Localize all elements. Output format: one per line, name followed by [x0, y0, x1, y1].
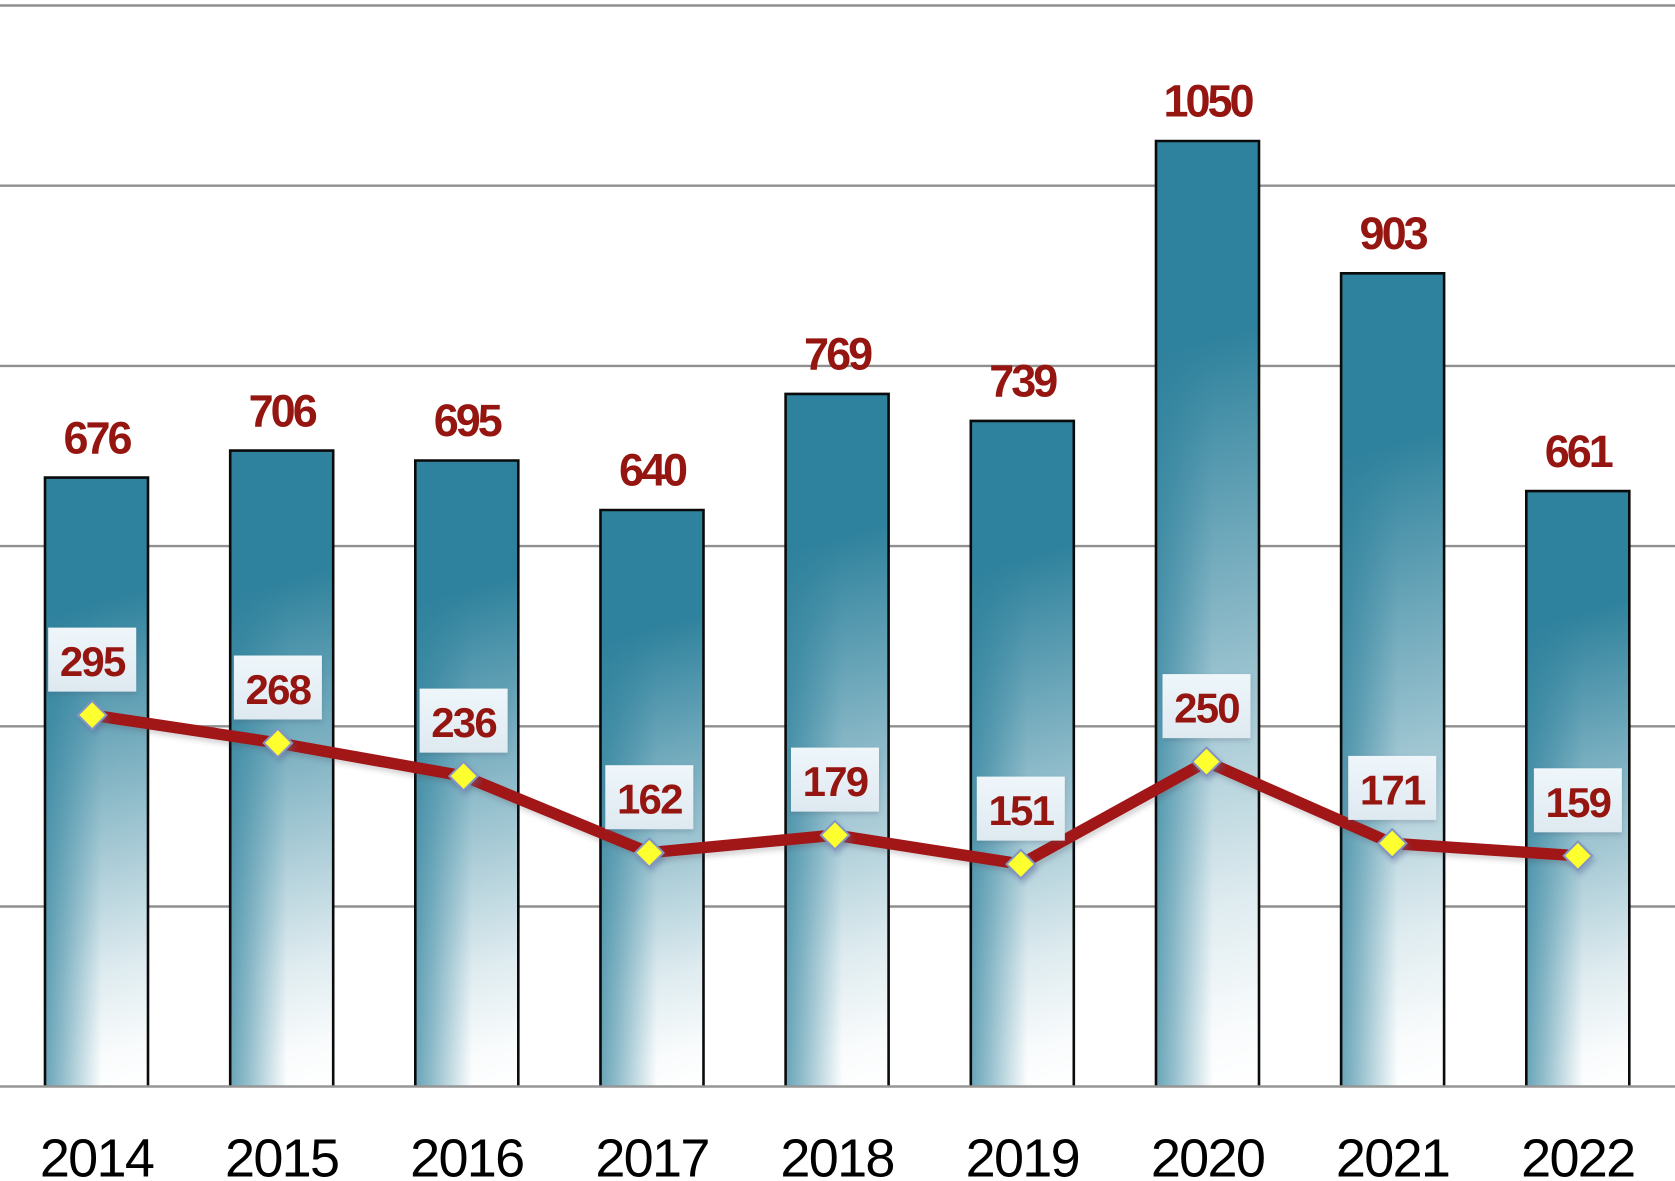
svg-text:739: 739 — [989, 356, 1057, 407]
svg-text:661: 661 — [1545, 426, 1613, 477]
svg-text:1050: 1050 — [1163, 76, 1253, 127]
svg-text:2017: 2017 — [595, 1129, 708, 1181]
svg-text:2018: 2018 — [780, 1129, 893, 1181]
svg-text:706: 706 — [249, 385, 317, 436]
svg-text:903: 903 — [1360, 208, 1428, 259]
svg-text:2014: 2014 — [40, 1129, 154, 1181]
svg-text:769: 769 — [804, 329, 872, 380]
svg-text:695: 695 — [434, 395, 502, 446]
svg-text:295: 295 — [60, 638, 126, 685]
svg-text:236: 236 — [431, 699, 496, 746]
svg-text:159: 159 — [1546, 779, 1611, 826]
svg-text:2021: 2021 — [1336, 1129, 1449, 1181]
svg-text:179: 179 — [803, 758, 868, 805]
svg-text:640: 640 — [619, 445, 687, 496]
svg-text:171: 171 — [1360, 766, 1426, 813]
svg-text:250: 250 — [1174, 685, 1239, 732]
svg-text:151: 151 — [988, 787, 1054, 834]
svg-text:2020: 2020 — [1151, 1129, 1264, 1181]
svg-text:2019: 2019 — [966, 1129, 1079, 1181]
svg-text:676: 676 — [63, 412, 131, 463]
svg-text:162: 162 — [617, 776, 682, 823]
svg-text:2016: 2016 — [410, 1129, 523, 1181]
svg-text:2015: 2015 — [225, 1129, 338, 1181]
svg-text:2022: 2022 — [1521, 1129, 1634, 1181]
svg-text:268: 268 — [246, 666, 312, 713]
